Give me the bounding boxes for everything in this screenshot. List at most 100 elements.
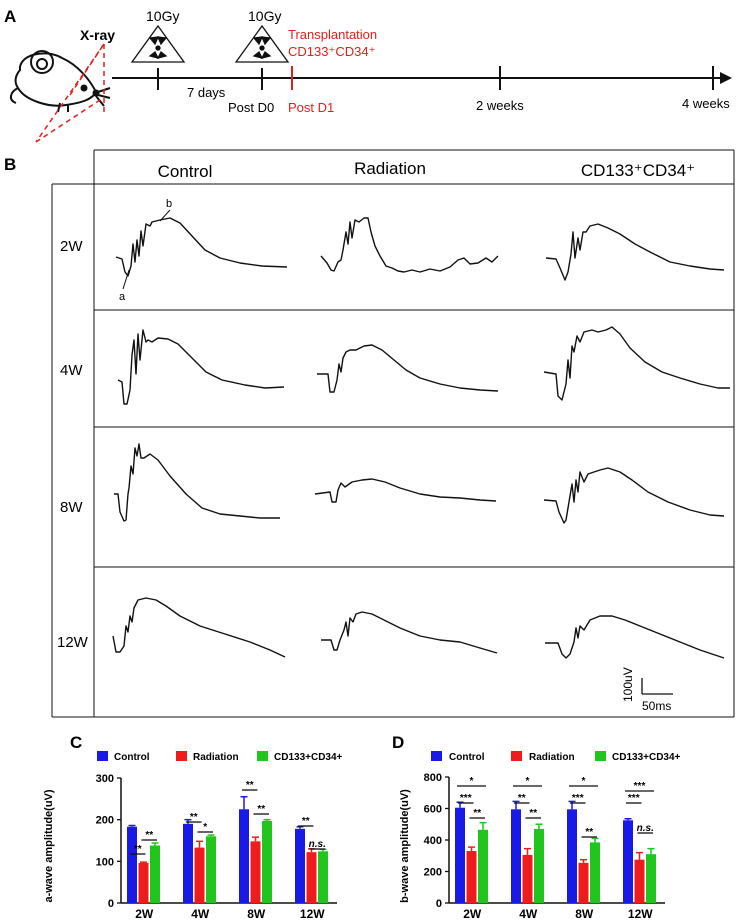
bar-control-8w	[567, 809, 577, 903]
significance-label: **	[246, 780, 254, 791]
erg-trace-radiation-2w	[320, 217, 499, 273]
y-tick-label: 100	[96, 856, 114, 868]
legend-swatch-radiation	[176, 751, 187, 761]
significance-label: ***	[460, 793, 472, 804]
panel-a-label: A	[4, 7, 16, 26]
tick-label-2-weeks: 2 weeks	[476, 98, 524, 113]
x-tick-label-4w: 4W	[519, 907, 538, 921]
erg-trace-control-4w	[117, 329, 285, 405]
bar-radiation-2w	[138, 863, 149, 903]
significance-label: ***	[634, 781, 646, 792]
erg-trace-control-2w	[115, 217, 288, 277]
radiation-warning-icon	[234, 24, 290, 63]
xray-label: X-ray	[80, 27, 115, 43]
col-header-control: Control	[158, 162, 213, 181]
significance-label: **	[257, 804, 265, 815]
y-axis-title: a-wave amplitude(uV)	[43, 789, 55, 902]
wave-b-marker: b	[166, 198, 172, 210]
legend-swatch-control	[97, 751, 108, 761]
significance-label: **	[190, 812, 198, 823]
bar-radiation-12w	[306, 852, 317, 903]
wave-a-marker: a	[119, 291, 126, 303]
significance-label: n.s.	[309, 839, 326, 850]
bar-cd133-cd34-2w	[150, 845, 160, 903]
legend-swatch-radiation	[511, 751, 522, 761]
legend-swatch-control	[431, 751, 442, 761]
y-tick-label: 200	[96, 815, 114, 827]
legend-label-control: Control	[449, 752, 485, 763]
y-tick-label: 400	[424, 835, 442, 847]
significance-label: **	[585, 827, 593, 838]
bar-control-8w	[239, 809, 249, 903]
bar-radiation-4w	[194, 847, 205, 903]
y-tick-label: 0	[108, 898, 114, 910]
significance-label: **	[302, 816, 310, 827]
tick-label-post-d1: Post D1	[288, 100, 334, 115]
bar-radiation-8w	[578, 862, 589, 903]
panel-b-label: B	[4, 155, 16, 174]
significance-label: ***	[628, 793, 640, 804]
bar-control-12w	[623, 820, 633, 903]
erg-trace-cd133-12w	[545, 615, 725, 659]
panel-a: A X-ray 10Gy	[4, 7, 732, 143]
bar-control-2w	[127, 826, 137, 903]
y-tick-label: 200	[424, 867, 442, 879]
x-tick-label-12w: 12W	[628, 907, 653, 921]
bar-cd133-cd34-12w	[646, 854, 656, 903]
legend-label-cd133-cd34: CD133+CD34+	[612, 752, 681, 763]
bar-radiation-2w	[466, 851, 477, 903]
interval-label: 7 days	[187, 85, 226, 100]
bar-control-12w	[295, 828, 305, 903]
wave-b-pointer	[159, 209, 171, 222]
bar-control-4w	[511, 809, 521, 903]
x-tick-label-2w: 2W	[463, 907, 482, 921]
erg-trace-control-8w	[114, 443, 280, 522]
row-label-2w: 2W	[60, 238, 83, 255]
erg-trace-radiation-12w	[321, 611, 498, 654]
xray-beam	[35, 43, 105, 143]
scale-bar-time: 50ms	[642, 699, 671, 713]
row-label-12w: 12W	[57, 634, 89, 651]
erg-trace-radiation-8w	[314, 478, 497, 503]
mouse-icon	[10, 50, 111, 113]
dose-2-label: 10Gy	[248, 8, 281, 24]
legend-c: Control Radiation CD133+CD34+	[97, 751, 343, 763]
legend-swatch-cd133-cd34	[595, 751, 606, 761]
x-tick-label-8w: 8W	[575, 907, 594, 921]
tick-label-4-weeks: 4 weeks	[682, 96, 730, 111]
legend-swatch-cd133-cd34	[257, 751, 268, 761]
scale-bar	[641, 678, 673, 695]
significance-label: ***	[572, 793, 584, 804]
bar-control-2w	[455, 807, 465, 903]
significance-label: *	[582, 776, 586, 787]
panel-b: B Control Radiation CD133⁺CD34⁺ 2W 4W 8W…	[4, 149, 735, 718]
y-tick-label: 800	[424, 772, 442, 784]
bar-radiation-12w	[634, 859, 645, 903]
significance-label: *	[203, 822, 207, 833]
y-tick-label: 600	[424, 804, 442, 816]
y-tick-label: 300	[96, 773, 114, 785]
bar-cd133-cd34-4w	[534, 828, 544, 903]
significance-label: *	[470, 776, 474, 787]
col-header-radiation: Radiation	[354, 159, 426, 178]
legend-label-radiation: Radiation	[193, 752, 239, 763]
erg-trace-radiation-4w	[317, 344, 499, 393]
bar-cd133-cd34-12w	[318, 851, 328, 903]
bar-radiation-8w	[250, 841, 261, 903]
scale-bar-voltage: 100uV	[621, 667, 635, 702]
timeline-arrow-icon	[720, 72, 732, 84]
dose-1-label: 10Gy	[146, 8, 179, 24]
panel-c-chart: C Control Radiation CD133+CD34+ a-wave a…	[43, 733, 343, 921]
bar-cd133-cd34-8w	[262, 820, 272, 903]
y-tick-label: 0	[436, 898, 442, 910]
x-tick-label-12w: 12W	[300, 907, 325, 921]
erg-trace-control-12w	[112, 597, 286, 658]
erg-trace-cd133-4w	[543, 326, 730, 401]
radiation-warning-icon	[130, 24, 186, 63]
legend-label-cd133-cd34: CD133+CD34+	[274, 752, 343, 763]
panel-d-chart: D Control Radiation CD133+CD34+ b-wave a…	[392, 733, 681, 921]
significance-label: **	[518, 793, 526, 804]
significance-label: n.s.	[637, 823, 654, 834]
bar-cd133-cd34-4w	[206, 836, 216, 903]
y-axis-title: b-wave amplitude(uV)	[399, 789, 411, 903]
